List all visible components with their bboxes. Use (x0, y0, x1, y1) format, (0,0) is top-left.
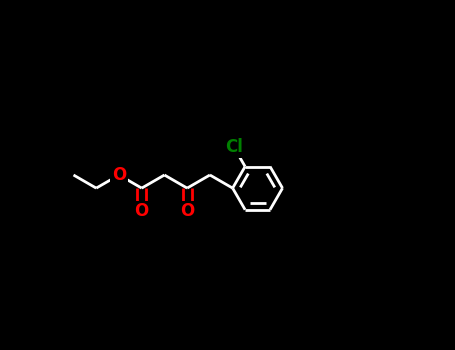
Text: Cl: Cl (225, 138, 243, 156)
Text: O: O (112, 166, 126, 184)
Text: O: O (135, 202, 149, 220)
Text: O: O (180, 202, 194, 220)
